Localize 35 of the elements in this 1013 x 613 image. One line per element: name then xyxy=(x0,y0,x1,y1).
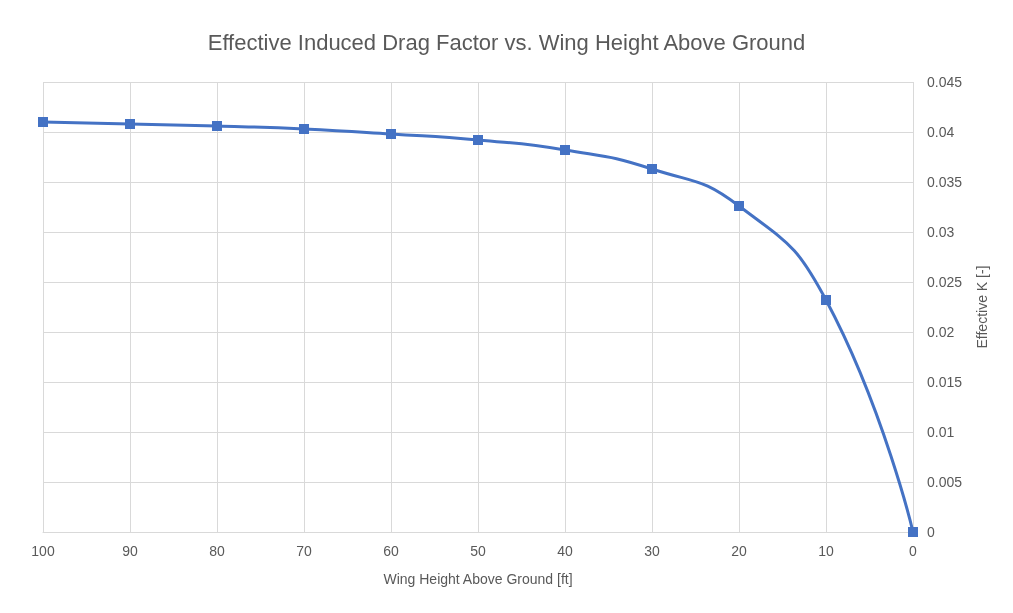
y-tick-label: 0.035 xyxy=(927,174,963,190)
point xyxy=(212,121,222,131)
point xyxy=(125,119,135,129)
x-tick-label: 30 xyxy=(644,543,660,559)
y-axis-title: Effective K [-] xyxy=(974,265,990,349)
point xyxy=(38,117,48,127)
point xyxy=(821,295,831,305)
y-tick-label: 0.045 xyxy=(927,74,963,90)
point xyxy=(734,201,744,211)
x-tick-label: 50 xyxy=(470,543,486,559)
x-tick-label: 60 xyxy=(383,543,399,559)
point xyxy=(560,145,570,155)
y-tick-label: 0.03 xyxy=(927,224,955,240)
point xyxy=(386,129,396,139)
x-tick-label: 40 xyxy=(557,543,573,559)
x-tick-label: 0 xyxy=(909,543,918,559)
x-axis-title: Wing Height Above Ground [ft] xyxy=(383,571,573,587)
point xyxy=(299,124,309,134)
y-tick-label: 0.025 xyxy=(927,274,963,290)
y-tick-label: 0.02 xyxy=(927,324,955,340)
x-tick-label: 10 xyxy=(818,543,834,559)
x-tick-label: 80 xyxy=(209,543,225,559)
point xyxy=(908,527,918,537)
y-tick-label: 0 xyxy=(927,524,935,540)
x-tick-label: 100 xyxy=(31,543,55,559)
y-tick-label: 0.01 xyxy=(927,424,955,440)
x-tick-label: 70 xyxy=(296,543,312,559)
y-tick-label: 0.015 xyxy=(927,374,963,390)
chart-title: Effective Induced Drag Factor vs. Wing Height Above Ground xyxy=(207,29,806,55)
x-tick-label: 20 xyxy=(731,543,747,559)
point xyxy=(473,135,483,145)
point xyxy=(647,164,657,174)
x-tick-label: 90 xyxy=(122,543,138,559)
y-tick-label: 0.04 xyxy=(927,124,955,140)
y-tick-label: 0.005 xyxy=(927,474,963,490)
